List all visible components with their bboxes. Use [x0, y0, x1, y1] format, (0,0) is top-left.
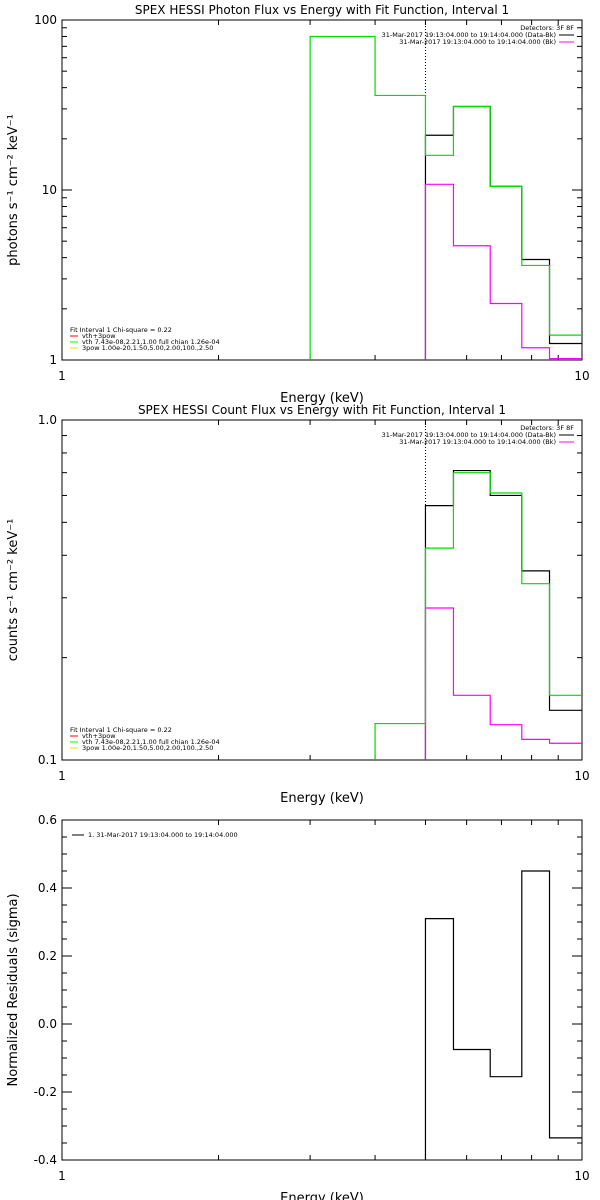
legend-header: Detectors: 3F 8F — [520, 424, 574, 432]
data-layer — [424, 870, 582, 1160]
chart-title: SPEX HESSI Photon Flux vs Energy with Fi… — [135, 3, 509, 17]
legend-left: Fit Interval 1 Chi-square = 0.22vth+3pow… — [70, 326, 220, 352]
series-step-3 — [374, 472, 582, 760]
series-step-1 — [424, 870, 582, 1160]
series-step-2 — [424, 607, 582, 760]
chart-panel-1: 1 10 1 10 100 SPEX HESSI Photon Flux vs Energ… — [6, 3, 590, 406]
y-tick-label: 0.2 — [38, 949, 57, 963]
legend-label: vth+3pow — [82, 332, 116, 340]
x-tick-label: 10 — [574, 769, 589, 783]
chart-panel-2: 1 10 0.1 1.0 SPEX HESSI Count Flux vs Energy… — [6, 403, 590, 806]
legend-label: vth+3pow — [82, 732, 116, 740]
x-tick-label: 1 — [58, 1169, 66, 1183]
legend-label: 31-Mar-2017 19:13:04.000 to 19:14:04.000… — [382, 31, 556, 39]
series-step-2 — [424, 183, 582, 360]
series-step-3 — [309, 35, 582, 360]
series-step-1 — [424, 105, 582, 360]
chart-panel-3: 1 10 -0.4 -0.2 0.0 0.2 0.4 0.6 Energy (keV) Norma… — [6, 813, 590, 1200]
legend-label: vth 7.43e-08,2.21,1.00 full chian 1.26e-… — [82, 338, 220, 346]
legend-label: 1. 31-Mar-2017 19:13:04.000 to 19:14:04.… — [88, 831, 238, 839]
legend-header: Fit Interval 1 Chi-square = 0.22 — [70, 326, 172, 334]
y-axis-label: photons s⁻¹ cm⁻² keV⁻¹ — [6, 114, 21, 266]
y-tick-label: 1.0 — [38, 413, 57, 427]
plot-frame — [61, 419, 583, 761]
legend-label: 3pow 1.00e-20,1.50,5.00,2.00,100.,2.50 — [82, 344, 213, 352]
legend-label: vth 7.43e-08,2.21,1.00 full chian 1.26e-… — [82, 738, 220, 746]
y-tick-label: 0.0 — [38, 1017, 57, 1031]
x-tick-label: 1 — [58, 769, 66, 783]
y-tick-label: 10 — [42, 183, 57, 197]
legend-label: 3pow 1.00e-20,1.50,5.00,2.00,100.,2.50 — [82, 744, 213, 752]
legend-left: Fit Interval 1 Chi-square = 0.22vth+3pow… — [70, 726, 220, 752]
y-tick-label: 0.1 — [38, 753, 57, 767]
legend-label: 31-Mar-2017 19:13:04.000 to 19:14:04.000… — [382, 431, 556, 439]
x-tick-label: 10 — [574, 369, 589, 383]
legend-header: Fit Interval 1 Chi-square = 0.22 — [70, 726, 172, 734]
y-tick-label: 0.4 — [38, 881, 57, 895]
x-tick-label: 10 — [574, 1169, 589, 1183]
x-axis-label: Energy (keV) — [280, 391, 364, 406]
y-tick-label: -0.4 — [34, 1153, 57, 1167]
data-layer — [374, 420, 582, 760]
y-tick-label: 100 — [34, 13, 57, 27]
y-tick-label: -0.2 — [34, 1085, 57, 1099]
plot-frame — [61, 819, 583, 1161]
legend-label: 31-Mar-2017 19:13:04.000 to 19:14:04.000… — [399, 438, 556, 446]
y-tick-label: 0.6 — [38, 813, 57, 827]
data-layer — [309, 20, 582, 360]
y-tick-label: 1 — [49, 353, 57, 367]
legend-label: 31-Mar-2017 19:13:04.000 to 19:14:04.000… — [399, 38, 556, 46]
series-step-1 — [424, 469, 582, 760]
plot-frame — [61, 19, 583, 361]
legend-header: Detectors: 3F 8F — [520, 24, 574, 32]
y-axis-label: counts s⁻¹ cm⁻² keV⁻¹ — [6, 519, 21, 662]
x-tick-label: 1 — [58, 369, 66, 383]
y-axis-label: Normalized Residuals (sigma) — [6, 893, 21, 1086]
x-axis-label: Energy (keV) — [280, 1191, 364, 1200]
legend-residuals: 1. 31-Mar-2017 19:13:04.000 to 19:14:04.… — [72, 831, 238, 839]
x-axis-label: Energy (keV) — [280, 791, 364, 806]
chart-title: SPEX HESSI Count Flux vs Energy with Fit… — [138, 403, 506, 417]
